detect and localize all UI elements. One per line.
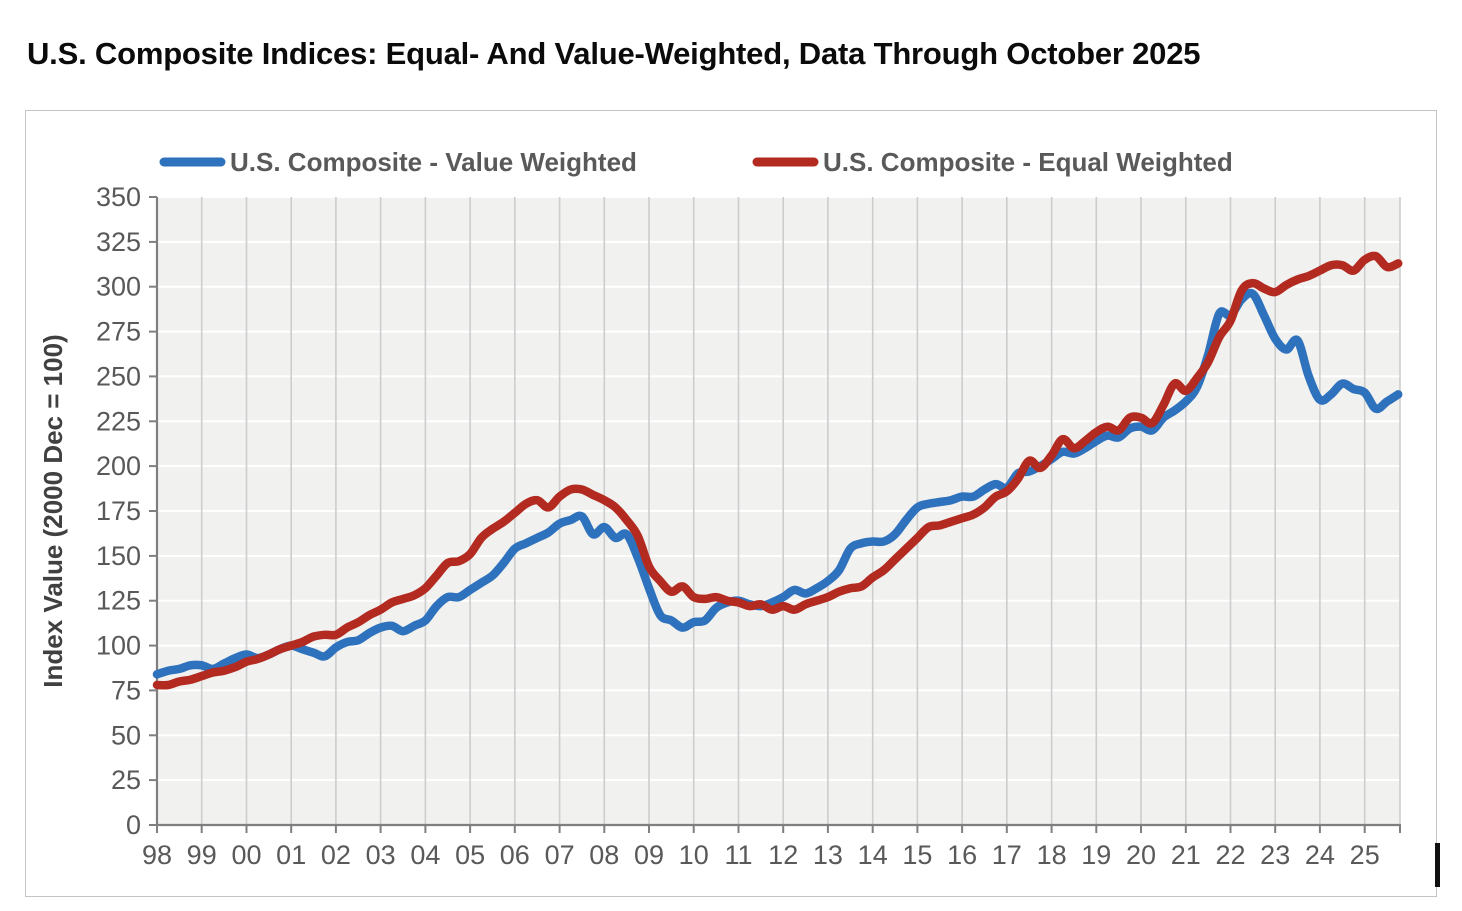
y-tick-label: 325 xyxy=(96,227,141,257)
y-tick-label: 300 xyxy=(96,272,141,302)
x-tick-label: 07 xyxy=(545,840,575,870)
y-tick-label: 150 xyxy=(96,541,141,571)
x-tick-label: 99 xyxy=(187,840,217,870)
x-tick-label: 04 xyxy=(410,840,440,870)
x-tick-label: 02 xyxy=(321,840,351,870)
y-tick-label: 0 xyxy=(126,810,141,840)
x-tick-label: 19 xyxy=(1081,840,1111,870)
y-axis-title: Index Value (2000 Dec = 100) xyxy=(38,334,68,687)
y-tick-label: 125 xyxy=(96,586,141,616)
page-title: U.S. Composite Indices: Equal- And Value… xyxy=(27,36,1201,71)
y-tick-label: 25 xyxy=(111,765,141,795)
x-tick-label: 22 xyxy=(1215,840,1245,870)
x-tick-label: 25 xyxy=(1350,840,1380,870)
x-tick-label: 01 xyxy=(276,840,306,870)
y-tick-label: 350 xyxy=(96,182,141,212)
y-tick-label: 250 xyxy=(96,361,141,391)
x-tick-label: 18 xyxy=(1037,840,1067,870)
x-tick-label: 10 xyxy=(679,840,709,870)
x-tick-label: 24 xyxy=(1305,840,1335,870)
y-tick-label: 75 xyxy=(111,675,141,705)
x-tick-label: 13 xyxy=(813,840,843,870)
x-tick-label: 17 xyxy=(992,840,1022,870)
x-tick-label: 23 xyxy=(1260,840,1290,870)
x-tick-label: 06 xyxy=(500,840,530,870)
y-tick-label: 225 xyxy=(96,406,141,436)
x-tick-label: 20 xyxy=(1126,840,1156,870)
x-tick-label: 03 xyxy=(366,840,396,870)
legend-label-equal-weighted: U.S. Composite - Equal Weighted xyxy=(823,147,1233,177)
x-tick-label: 21 xyxy=(1171,840,1201,870)
x-tick-label: 15 xyxy=(902,840,932,870)
y-tick-label: 200 xyxy=(96,451,141,481)
x-tick-label: 08 xyxy=(589,840,619,870)
x-tick-label: 12 xyxy=(768,840,798,870)
series-line-value-weighted xyxy=(152,288,1403,679)
y-tick-label: 175 xyxy=(96,496,141,526)
legend-label-value-weighted: U.S. Composite - Value Weighted xyxy=(230,147,637,177)
y-tick-label: 50 xyxy=(111,720,141,750)
x-tick-label: 16 xyxy=(947,840,977,870)
screen-artifact-bar xyxy=(1435,843,1440,887)
series-line-equal-weighted xyxy=(152,251,1403,690)
x-tick-label: 98 xyxy=(142,840,172,870)
x-tick-label: 11 xyxy=(724,840,752,870)
y-tick-label: 100 xyxy=(96,631,141,661)
x-tick-label: 14 xyxy=(858,840,888,870)
y-tick-label: 275 xyxy=(96,317,141,347)
x-tick-label: 09 xyxy=(634,840,664,870)
x-tick-label: 05 xyxy=(455,840,485,870)
x-tick-label: 00 xyxy=(231,840,261,870)
